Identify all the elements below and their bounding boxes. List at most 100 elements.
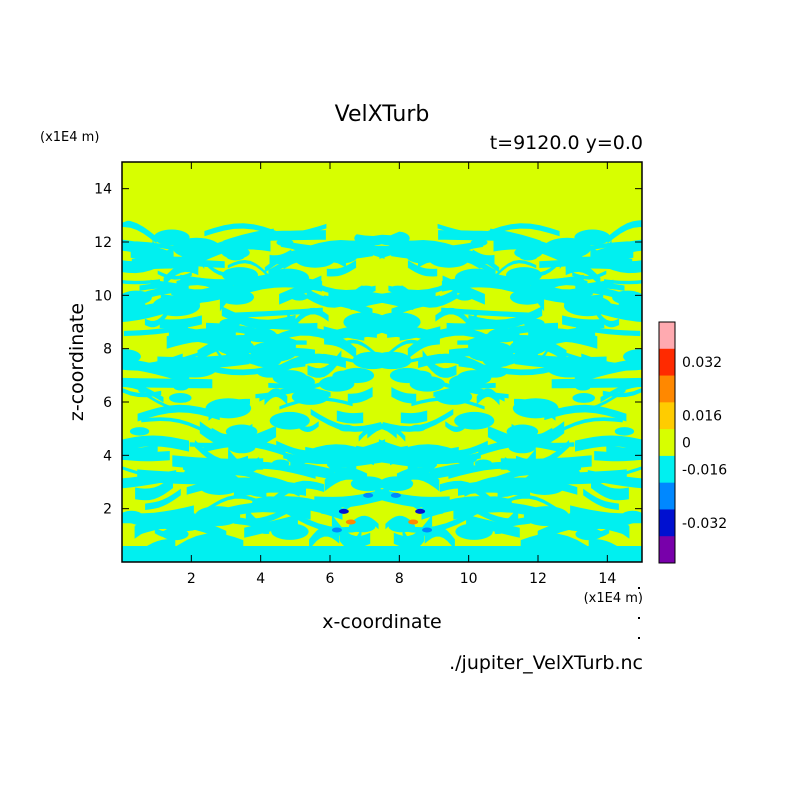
field-band — [176, 277, 234, 303]
field-blob — [269, 411, 310, 430]
field-band — [230, 307, 323, 318]
field-band — [189, 426, 275, 448]
field-band-mirror — [532, 535, 592, 562]
source-file-label: ./jupiter_VelXTurb.nc — [449, 652, 643, 674]
field-speck — [363, 492, 374, 498]
field-shapes — [122, 162, 642, 562]
field-band — [122, 387, 162, 398]
field-speck — [390, 492, 401, 498]
field-band-mirror — [481, 223, 560, 239]
field-band — [186, 357, 278, 376]
field-blob — [407, 370, 432, 382]
colorbar-label: 0.016 — [682, 409, 722, 425]
field-blob — [379, 476, 414, 492]
field-band — [220, 461, 316, 479]
field-band — [228, 468, 267, 498]
field-blob — [614, 427, 635, 436]
field-blob — [454, 268, 498, 288]
field-blob — [523, 318, 545, 328]
field-band-mirror — [476, 388, 500, 406]
field-band — [163, 263, 199, 287]
field-blob — [375, 312, 421, 332]
field-band — [206, 495, 264, 512]
field-band — [233, 507, 286, 525]
field-band — [145, 488, 181, 510]
y-tick-label: 10 — [94, 288, 112, 304]
field-blob — [474, 459, 493, 468]
field-blob — [512, 281, 528, 289]
field-band — [214, 345, 237, 364]
field-blob — [294, 249, 336, 268]
y-tick-label: 2 — [103, 502, 112, 518]
field-band-mirror — [527, 345, 550, 364]
field-blob — [276, 238, 294, 247]
field-band-mirror — [429, 461, 474, 481]
field-band — [223, 228, 274, 248]
field-band-mirror — [500, 495, 558, 512]
field-band-mirror — [490, 260, 537, 284]
field-blob — [575, 384, 591, 391]
field-blob — [236, 281, 252, 289]
field-blob — [348, 520, 376, 533]
field-band — [244, 514, 298, 538]
field-band — [347, 387, 373, 404]
field-blob — [388, 285, 407, 294]
field-band-mirror — [464, 475, 515, 497]
field-band-mirror — [390, 448, 481, 465]
field-blob — [558, 512, 601, 532]
field-speck — [345, 519, 356, 525]
field-band-mirror — [478, 507, 531, 525]
field-plot — [122, 162, 642, 562]
field-band-mirror — [546, 417, 623, 441]
field-blob — [343, 312, 389, 332]
field-blob — [256, 366, 283, 378]
field-blob — [435, 388, 473, 405]
x-tick-label: 8 — [395, 571, 404, 587]
field-blob — [266, 268, 310, 288]
colorbar-swatch — [659, 455, 675, 484]
field-band-mirror — [418, 353, 491, 378]
field-blob — [228, 441, 256, 454]
field-band — [131, 256, 199, 271]
x-tick-label: 10 — [460, 571, 478, 587]
field-blob — [205, 398, 252, 419]
field-blob — [279, 374, 315, 390]
field-band — [307, 350, 342, 378]
field-blob — [129, 427, 150, 436]
field-band-mirror — [604, 302, 642, 315]
field-band — [144, 305, 170, 328]
field-band — [336, 410, 364, 424]
field-band-mirror — [441, 307, 534, 318]
field-band — [273, 353, 346, 378]
field-band — [122, 381, 164, 403]
colorbar-label: 0 — [682, 436, 691, 452]
field-band-mirror — [565, 256, 633, 271]
chart-subtitle: t=9120.0 y=0.0 — [490, 132, 643, 154]
field-band — [283, 448, 374, 465]
field-band-mirror — [594, 450, 642, 462]
y-tick-label: 8 — [103, 342, 112, 358]
field-band-mirror — [466, 514, 520, 538]
field-band-mirror — [407, 457, 437, 476]
colorbar: 0.032 0.016 0 -0.016 -0.032 — [658, 321, 727, 564]
field-band-mirror — [574, 358, 642, 385]
field-blob — [357, 285, 376, 294]
field-blob — [219, 318, 241, 328]
field-band-mirror — [588, 538, 625, 561]
field-blob — [487, 328, 520, 343]
field-band — [172, 535, 232, 562]
field-band — [331, 514, 371, 548]
x-tick-label: 4 — [256, 571, 265, 587]
field-blob — [406, 249, 438, 264]
field-band-mirror — [580, 514, 610, 538]
field-band — [139, 283, 205, 302]
field-blob — [225, 424, 258, 439]
field-band-mirror — [350, 290, 436, 311]
field-band — [159, 315, 202, 329]
field-band-mirror — [607, 220, 642, 244]
colorbar-frame — [658, 321, 676, 564]
field-band-mirror — [559, 283, 625, 302]
field-band-mirror — [439, 480, 497, 511]
field-band-mirror — [385, 515, 413, 530]
field-blob — [326, 249, 358, 264]
